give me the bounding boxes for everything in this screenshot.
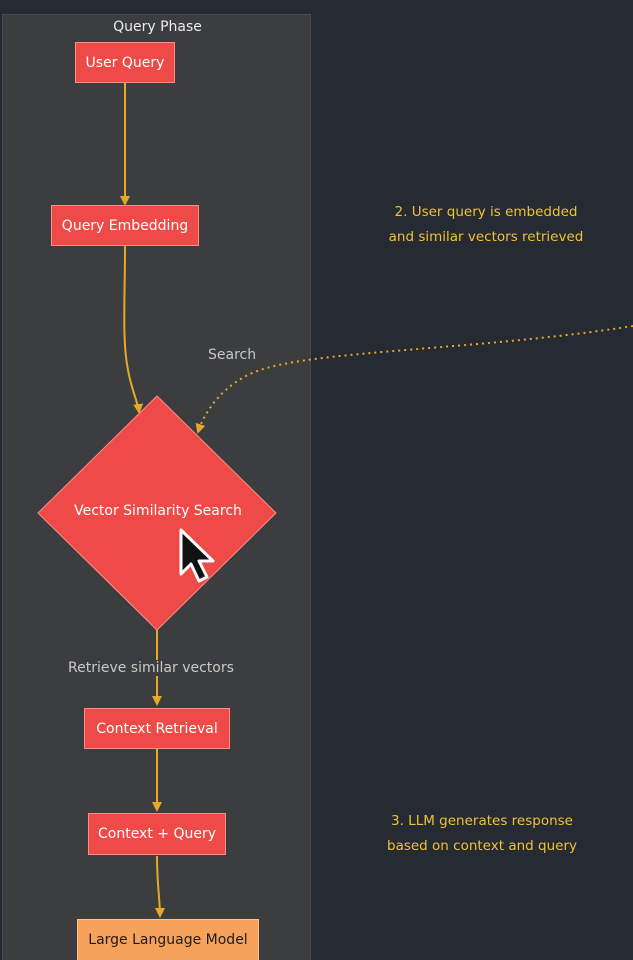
- context-retrieval-node[interactable]: Context Retrieval: [84, 708, 230, 749]
- retrieve-edge-label: Retrieve similar vectors: [68, 660, 234, 676]
- llm-node[interactable]: Large Language Model: [77, 919, 259, 960]
- edge-search-dotted: [195, 325, 633, 434]
- step2-note-line1: 2. User query is embedded: [394, 204, 578, 220]
- vector-search-diamond[interactable]: [37, 395, 277, 631]
- vector-search-label: Vector Similarity Search: [74, 503, 242, 519]
- edge-context-query-to-llm: [154, 855, 165, 918]
- step3-note-line2: based on context and query: [387, 838, 577, 854]
- step2-note: 2. User query is embedded and similar ve…: [366, 200, 606, 250]
- query-embedding-node[interactable]: Query Embedding: [51, 205, 199, 246]
- phase-title: Query Phase: [113, 19, 202, 35]
- search-edge-label: Search: [208, 347, 257, 363]
- mouse-pointer-icon: [179, 528, 215, 583]
- step3-note: 3. LLM generates response based on conte…: [362, 809, 602, 859]
- context-query-node[interactable]: Context + Query: [88, 813, 226, 855]
- user-query-node[interactable]: User Query: [75, 42, 175, 83]
- step2-note-line2: and similar vectors retrieved: [388, 229, 584, 245]
- step3-note-line1: 3. LLM generates response: [391, 813, 573, 829]
- edge-embedding-to-search: [123, 245, 144, 414]
